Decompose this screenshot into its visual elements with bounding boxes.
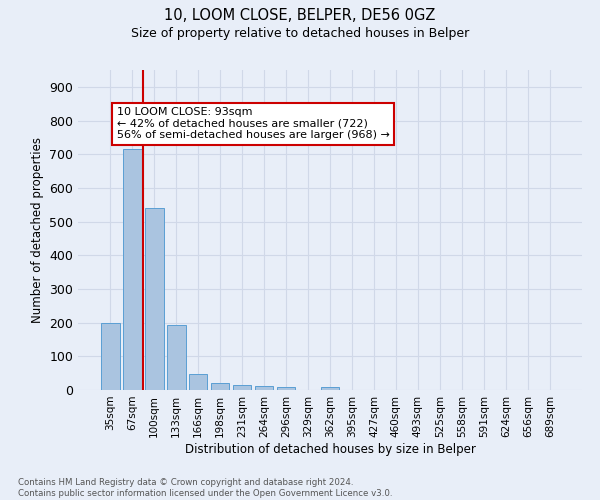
- Bar: [277, 388, 295, 390]
- X-axis label: Distribution of detached houses by size in Belper: Distribution of detached houses by size …: [185, 442, 475, 456]
- Y-axis label: Number of detached properties: Number of detached properties: [31, 137, 44, 323]
- Bar: [101, 322, 119, 390]
- Text: Contains HM Land Registry data © Crown copyright and database right 2024.
Contai: Contains HM Land Registry data © Crown c…: [18, 478, 392, 498]
- Bar: [233, 385, 251, 390]
- Text: 10, LOOM CLOSE, BELPER, DE56 0GZ: 10, LOOM CLOSE, BELPER, DE56 0GZ: [164, 8, 436, 22]
- Bar: [145, 208, 164, 390]
- Bar: [189, 374, 208, 390]
- Bar: [123, 149, 142, 390]
- Text: 10 LOOM CLOSE: 93sqm
← 42% of detached houses are smaller (722)
56% of semi-deta: 10 LOOM CLOSE: 93sqm ← 42% of detached h…: [117, 107, 390, 140]
- Text: Size of property relative to detached houses in Belper: Size of property relative to detached ho…: [131, 28, 469, 40]
- Bar: [255, 386, 274, 390]
- Bar: [167, 325, 185, 390]
- Bar: [211, 382, 229, 390]
- Bar: [320, 386, 340, 390]
